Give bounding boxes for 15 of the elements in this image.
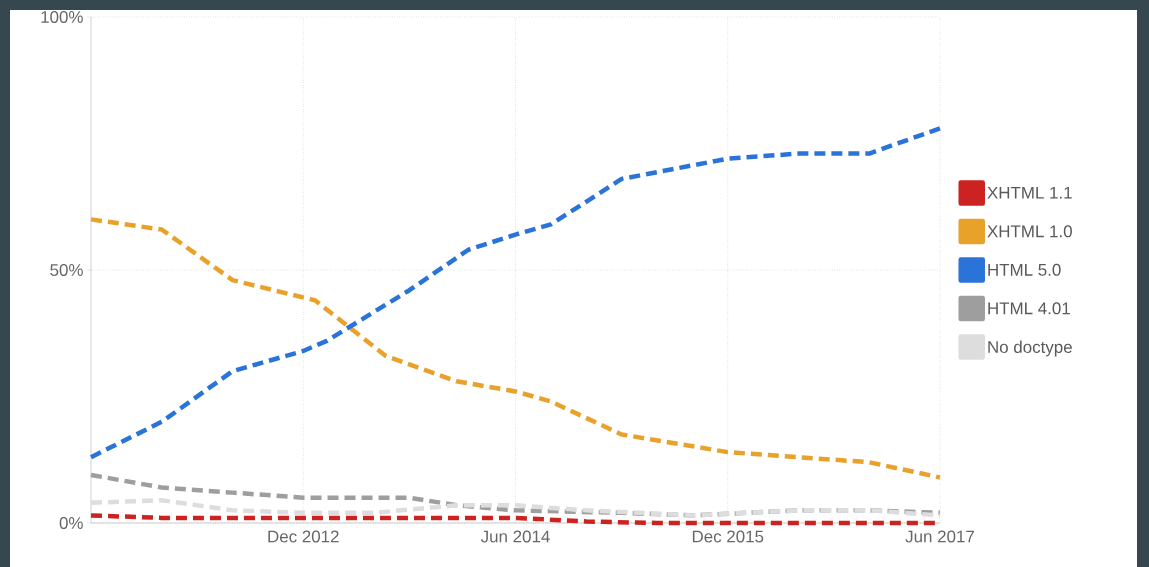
line-series <box>88 126 943 460</box>
x-tick-label: Jun 2014 <box>480 530 550 543</box>
legend-label: HTML 4.01 <box>988 302 1070 315</box>
y-tick-label: 50% <box>50 263 83 276</box>
legend-label: XHTML 1.0 <box>987 225 1072 238</box>
legend-label: No doctype <box>988 340 1072 357</box>
y-tick-label: 0% <box>59 516 83 529</box>
x-tick-label: Dec 2015 <box>692 530 764 543</box>
x-tick-label: Dec 2012 <box>268 530 339 543</box>
x-tick-label: Jun 2017 <box>905 530 974 543</box>
legend-label: XHTML 1.1 <box>987 186 1072 199</box>
legend-label: HTML 5.0 <box>988 263 1061 276</box>
y-tick-label: 100% <box>41 10 83 23</box>
line-series <box>88 497 943 518</box>
line-series <box>88 217 943 480</box>
